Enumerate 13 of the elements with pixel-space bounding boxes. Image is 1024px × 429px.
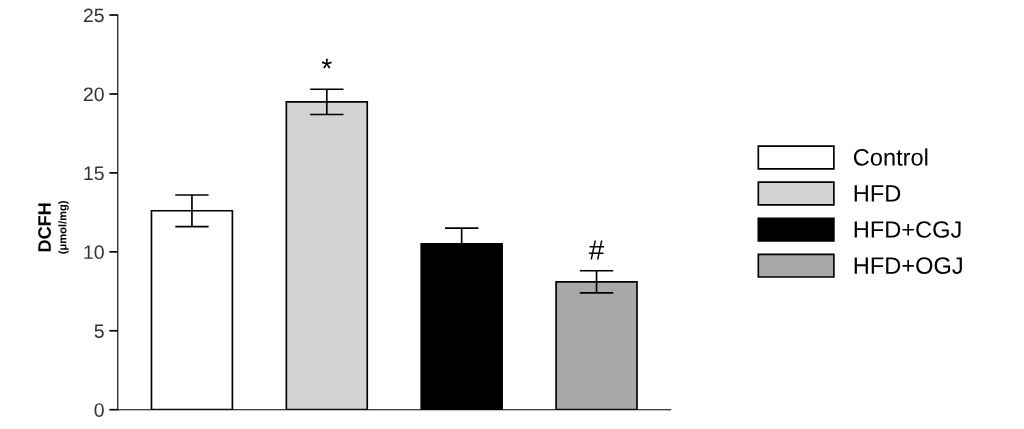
y-tick-label: 25 — [83, 8, 104, 23]
legend-label: HFD+OGJ — [854, 257, 962, 274]
annotation: # — [588, 240, 605, 260]
y-tick-label: 5 — [94, 324, 104, 338]
y-tick-label: 20 — [83, 87, 104, 102]
legend-label: HFD — [854, 185, 901, 202]
legend-label: Control — [853, 148, 928, 166]
y-tick-label: 0 — [94, 403, 104, 417]
annotation: * — [321, 58, 332, 69]
y-tick-label: 15 — [84, 166, 104, 181]
y-axis-title: DCFH (μmol/mg) — [38, 201, 69, 254]
y-tick-label: 10 — [84, 245, 104, 260]
legend-label: HFD+CGJ — [854, 221, 961, 238]
